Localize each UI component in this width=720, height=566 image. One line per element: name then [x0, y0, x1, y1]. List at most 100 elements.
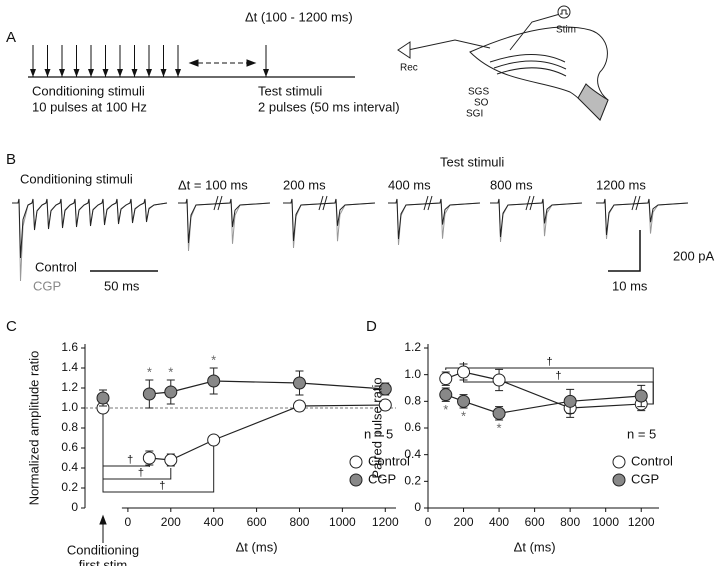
arrowhead — [131, 69, 138, 77]
x-tick-label: 0 — [425, 515, 432, 529]
x-tick-label: 800 — [560, 515, 580, 529]
annotation: n = 5 — [627, 426, 656, 441]
interval-arrowheads — [188, 59, 257, 67]
data-point — [142, 451, 156, 465]
protocol-text: Conditioning stimuli — [32, 83, 145, 98]
y-tick-label: 1.0 — [61, 400, 78, 414]
first-stim-arrow — [99, 514, 107, 543]
legend-label: Control — [631, 453, 673, 468]
dagger: † — [127, 454, 133, 466]
data-point — [378, 398, 392, 412]
interval-label: 400 ms — [388, 177, 431, 192]
x-axis-label: Δt (ms) — [514, 539, 556, 554]
x-tick-label: 1200 — [628, 515, 655, 529]
data-point — [207, 374, 221, 388]
legend-label: CGP — [368, 471, 396, 486]
arrowhead — [146, 69, 152, 77]
x-tick-label: 600 — [247, 515, 267, 529]
slice-schematic — [397, 5, 609, 121]
first-stim-label: first stim — [79, 557, 127, 566]
arrowhead — [30, 69, 36, 77]
scale-bar — [608, 230, 641, 272]
y-tick-label: 0 — [71, 500, 78, 514]
break-mark — [318, 195, 328, 211]
arrowhead — [160, 69, 167, 77]
significance-star: * — [211, 352, 216, 367]
x-tick-label: 0 — [125, 515, 132, 529]
arrowhead — [263, 69, 269, 77]
schematic-label: SGI — [466, 109, 483, 120]
arrowhead — [88, 69, 94, 77]
interval-label: 1200 ms — [596, 177, 646, 192]
arrowhead — [73, 69, 80, 77]
y-tick-label: 1.6 — [61, 340, 78, 354]
protocol-diagram — [28, 59, 355, 78]
significance-star: * — [461, 408, 466, 423]
trace-label: CGP — [33, 278, 61, 293]
y-tick-label: 0.2 — [404, 474, 421, 488]
dagger: † — [159, 480, 165, 492]
trace-cgp — [596, 198, 689, 240]
data-point — [142, 387, 156, 401]
annotation: n = 5 — [364, 426, 393, 441]
y-tick-label: 0.4 — [61, 460, 78, 474]
y-tick-label: 0.6 — [404, 420, 421, 434]
data-point — [207, 433, 221, 447]
y-tick-label: 1.2 — [61, 380, 78, 394]
x-tick-label: 1200 — [372, 515, 399, 529]
first-stim-label: Conditioning — [67, 542, 139, 557]
x-tick-label: 200 — [161, 515, 181, 529]
data-point — [292, 399, 306, 413]
data-point — [634, 389, 648, 403]
arrowhead — [117, 69, 123, 77]
y-tick-label: 0 — [414, 500, 421, 514]
break-mark — [631, 195, 641, 211]
y-tick-label: 0.6 — [61, 440, 78, 454]
series-line — [149, 380, 386, 395]
arrowhead — [175, 69, 181, 77]
y-axis-label: Paired pulse ratio — [369, 377, 384, 478]
y-tick-label: 1.4 — [61, 360, 78, 374]
break-mark — [423, 195, 433, 211]
scale-label: 10 ms — [612, 278, 648, 293]
interval-label: 800 ms — [490, 177, 533, 192]
interval-label: Δt = 100 ms — [178, 177, 248, 192]
y-tick-label: 0.8 — [404, 394, 421, 408]
schematic-label: Rec — [400, 63, 418, 74]
protocol-text: 10 pulses at 100 Hz — [32, 99, 147, 114]
legend-label: Control — [368, 453, 410, 468]
data-point — [439, 388, 453, 402]
legend-marker — [349, 455, 363, 469]
trace-control — [388, 198, 481, 240]
significance-star: * — [147, 364, 152, 379]
legend-marker — [612, 473, 626, 487]
data-point — [492, 373, 506, 387]
trace-control — [596, 198, 689, 236]
schematic-label: SO — [474, 98, 489, 109]
scale-label: 200 pA — [673, 248, 715, 263]
arrowhead — [59, 69, 65, 77]
dagger: † — [546, 356, 552, 368]
x-tick-label: 600 — [525, 515, 545, 529]
y-axis-label: Normalized amplitude ratio — [26, 351, 41, 506]
series-line — [149, 404, 386, 461]
traces — [12, 195, 689, 282]
trace-control — [283, 198, 376, 242]
protocol-text: Test stimuli — [258, 83, 322, 98]
significance-star: * — [168, 364, 173, 379]
legend-label: CGP — [631, 471, 659, 486]
y-tick-label: 1.0 — [404, 367, 421, 381]
x-axis-label: Δt (ms) — [236, 539, 278, 554]
y-tick-label: 0.4 — [404, 447, 421, 461]
x-tick-label: 400 — [489, 515, 509, 529]
data-point — [292, 376, 306, 390]
legend-marker — [349, 473, 363, 487]
trace-cgp — [490, 198, 583, 243]
dagger: † — [138, 467, 144, 479]
x-tick-label: 1000 — [592, 515, 619, 529]
panel-label: D — [366, 318, 377, 335]
x-tick-label: 1000 — [329, 515, 356, 529]
trace-control — [490, 198, 583, 238]
data-point — [457, 365, 471, 379]
x-tick-label: 200 — [454, 515, 474, 529]
